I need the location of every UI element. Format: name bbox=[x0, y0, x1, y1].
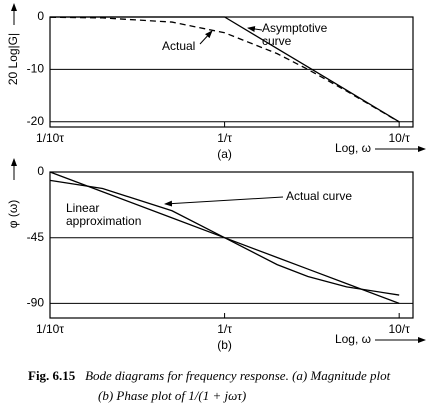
label-arrow bbox=[247, 26, 263, 32]
series-label: Linear approximation bbox=[66, 201, 142, 228]
caption-text: Bode diagrams for frequency response. (a… bbox=[85, 368, 391, 383]
x-tick-label: 1/τ bbox=[217, 322, 232, 336]
y-axis-label: 20 Log|G| bbox=[6, 33, 20, 85]
x-axis-label: Log, ω bbox=[335, 141, 371, 155]
x-axis-label: Log, ω bbox=[335, 332, 371, 346]
chart: 0 -10 -20 1/10τ 1/τ 10/τ Log, ω 20 Log|G| (a) 0 -4… bbox=[6, 3, 426, 352]
label-arrow bbox=[199, 30, 213, 45]
series-label: Asymptotive curve bbox=[262, 21, 328, 48]
panel-label: (b) bbox=[217, 338, 232, 352]
panel-label: (a) bbox=[217, 147, 232, 161]
y-tick-label: -10 bbox=[27, 62, 45, 76]
series-label: Actual bbox=[162, 39, 196, 53]
label-arrow bbox=[164, 196, 284, 207]
y-tick-label: -90 bbox=[27, 296, 45, 310]
figure-label: Fig. 6.15 bbox=[28, 368, 76, 383]
y-axis-label: φ (ω) bbox=[6, 200, 20, 228]
series-line bbox=[49, 16, 400, 123]
series-line bbox=[49, 171, 400, 305]
y-tick-label: -45 bbox=[27, 230, 45, 244]
y-tick-label: 0 bbox=[37, 164, 44, 178]
plot-frame bbox=[49, 16, 414, 128]
series-line bbox=[50, 16, 400, 123]
caption-line-2: (b) Phase plot of 1/(1 + jωτ) bbox=[98, 388, 247, 403]
plot-frame bbox=[49, 171, 414, 319]
x-tick-label: 1/10τ bbox=[36, 322, 64, 336]
y-tick-label: 0 bbox=[37, 9, 44, 23]
x-tick-label: 1/τ bbox=[217, 131, 232, 145]
x-tick-label: 10/τ bbox=[388, 131, 410, 145]
caption-line-1: Fig. 6.15 Bode diagrams for frequency re… bbox=[28, 368, 390, 384]
x-tick-label: 1/10τ bbox=[36, 131, 64, 145]
series-line bbox=[49, 179, 400, 296]
series-label: Actual curve bbox=[286, 189, 353, 203]
x-tick-label: 10/τ bbox=[388, 322, 410, 336]
y-tick-label: -20 bbox=[27, 114, 45, 128]
